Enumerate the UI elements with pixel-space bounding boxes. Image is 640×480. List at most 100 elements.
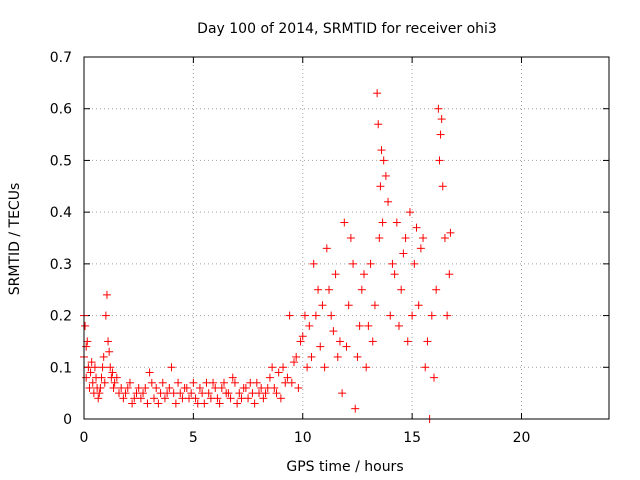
data-point bbox=[98, 363, 107, 372]
data-point bbox=[158, 378, 167, 387]
data-point bbox=[100, 378, 109, 387]
data-point bbox=[99, 352, 108, 361]
data-point bbox=[437, 115, 446, 124]
data-point bbox=[325, 285, 333, 294]
data-point bbox=[423, 337, 432, 346]
data-point bbox=[412, 223, 421, 232]
data-point bbox=[419, 234, 428, 242]
data-point bbox=[370, 301, 379, 310]
data-point bbox=[290, 358, 298, 367]
data-point bbox=[96, 383, 105, 392]
data-point bbox=[331, 270, 340, 279]
data-point bbox=[123, 383, 132, 392]
data-point bbox=[107, 373, 116, 382]
data-point bbox=[440, 234, 449, 242]
data-point bbox=[228, 373, 237, 382]
data-point bbox=[351, 404, 360, 413]
data-point bbox=[279, 363, 288, 372]
data-point bbox=[89, 389, 98, 398]
data-point bbox=[316, 342, 325, 351]
data-point bbox=[198, 389, 207, 398]
data-point bbox=[104, 337, 113, 346]
data-point bbox=[435, 156, 444, 165]
data-point bbox=[340, 218, 349, 227]
data-point bbox=[353, 352, 362, 361]
data-point bbox=[446, 228, 455, 237]
data-point bbox=[132, 389, 141, 398]
data-point bbox=[318, 301, 327, 310]
data-point bbox=[163, 389, 172, 398]
data-points bbox=[80, 89, 455, 423]
data-point bbox=[395, 321, 403, 330]
data-point bbox=[143, 399, 152, 408]
data-point bbox=[92, 373, 101, 382]
chart-title: Day 100 of 2014, SRMTID for receiver ohi… bbox=[197, 21, 497, 37]
data-point bbox=[145, 368, 154, 377]
data-point bbox=[368, 337, 377, 346]
data-point bbox=[110, 378, 119, 387]
data-point bbox=[128, 399, 137, 408]
data-point bbox=[265, 373, 274, 382]
data-point bbox=[379, 156, 388, 165]
data-point bbox=[263, 383, 272, 392]
data-point bbox=[83, 337, 92, 346]
data-point bbox=[445, 270, 454, 279]
data-point bbox=[189, 378, 198, 387]
data-point bbox=[101, 311, 110, 320]
data-point bbox=[171, 399, 180, 408]
data-point bbox=[292, 352, 301, 361]
y-tick-label: 0.5 bbox=[50, 153, 72, 169]
data-point bbox=[180, 383, 189, 392]
x-tick-label: 15 bbox=[403, 430, 421, 446]
data-point bbox=[255, 389, 263, 398]
y-axis-label: SRMTID / TECUs bbox=[7, 183, 23, 296]
data-point bbox=[401, 234, 410, 242]
data-point bbox=[405, 208, 414, 217]
data-point bbox=[167, 363, 176, 372]
data-point bbox=[86, 368, 95, 377]
data-point bbox=[346, 234, 355, 242]
data-point bbox=[237, 394, 246, 403]
data-point bbox=[432, 285, 441, 294]
data-point bbox=[235, 389, 244, 398]
data-point bbox=[329, 327, 338, 336]
data-point bbox=[109, 383, 118, 392]
data-point bbox=[195, 383, 204, 392]
data-point bbox=[408, 311, 417, 320]
data-point bbox=[250, 399, 259, 408]
data-point bbox=[300, 311, 309, 320]
data-point bbox=[94, 394, 103, 403]
data-point bbox=[82, 342, 91, 351]
data-point bbox=[125, 378, 134, 387]
data-point bbox=[397, 285, 406, 294]
data-point bbox=[176, 389, 185, 398]
data-point bbox=[87, 358, 96, 367]
data-point bbox=[373, 89, 382, 98]
data-point bbox=[154, 399, 163, 408]
data-point bbox=[224, 389, 233, 398]
data-point bbox=[276, 394, 285, 403]
grid bbox=[84, 57, 609, 419]
data-point bbox=[285, 311, 294, 320]
data-point bbox=[438, 182, 447, 191]
data-point bbox=[272, 389, 281, 398]
data-point bbox=[403, 337, 412, 346]
x-axis-label: GPS time / hours bbox=[286, 459, 403, 475]
y-tick-label: 0.2 bbox=[50, 309, 72, 325]
data-point bbox=[215, 399, 224, 408]
data-point bbox=[335, 337, 344, 346]
data-point bbox=[294, 383, 303, 392]
data-point bbox=[81, 321, 90, 330]
data-point bbox=[322, 244, 331, 253]
data-point bbox=[360, 270, 368, 279]
data-point bbox=[384, 197, 393, 206]
data-point bbox=[185, 394, 193, 403]
data-point bbox=[160, 394, 169, 403]
data-point bbox=[174, 378, 183, 387]
data-point bbox=[296, 337, 305, 346]
data-point bbox=[136, 394, 145, 403]
data-point bbox=[230, 378, 239, 387]
data-point bbox=[187, 389, 196, 398]
data-point bbox=[388, 259, 397, 268]
data-point bbox=[427, 311, 436, 320]
